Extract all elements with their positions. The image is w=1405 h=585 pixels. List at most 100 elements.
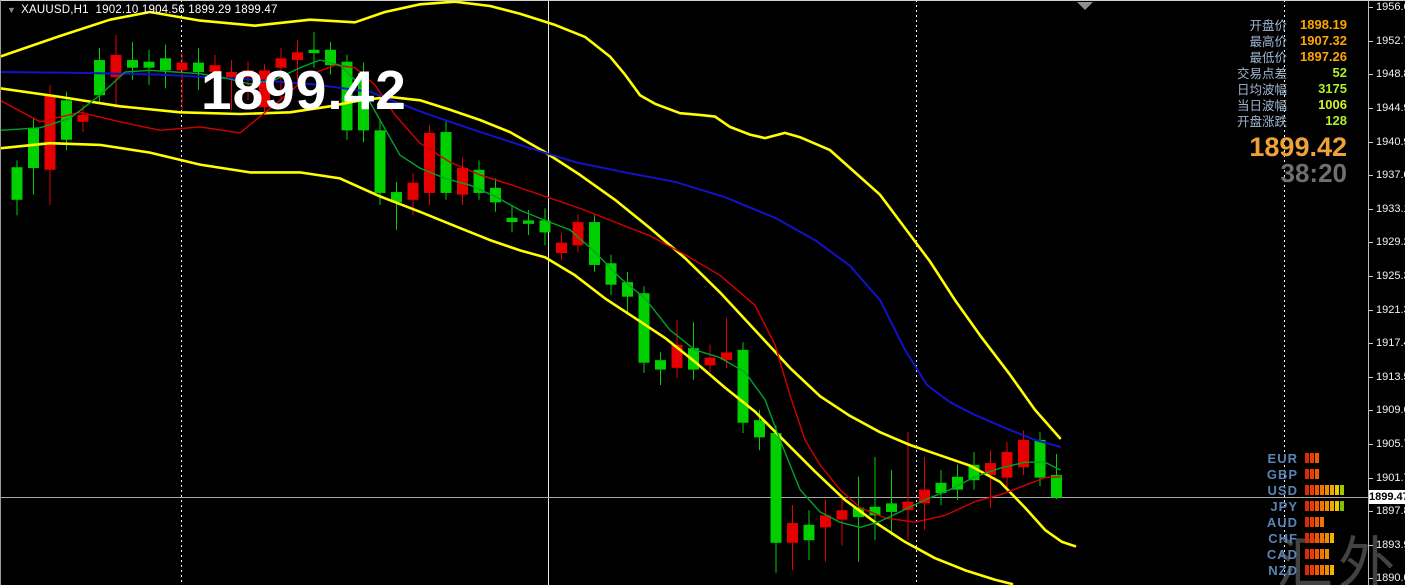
strength-bar: [1320, 501, 1324, 511]
currency-strength-row: JPY: [1240, 498, 1345, 514]
quote-info-value: 1907.32: [1300, 32, 1347, 48]
currency-label: GBP: [1266, 466, 1298, 482]
strength-bar: [1330, 485, 1334, 495]
ma-medium-red: [0, 64, 1061, 523]
quote-info-row: 开盘涨跌 128: [1237, 112, 1347, 129]
quote-info-row: 交易点差 52: [1236, 64, 1347, 81]
strength-bar: [1305, 501, 1309, 511]
strength-bar: [1320, 565, 1324, 575]
quote-info-value: 128: [1325, 112, 1347, 128]
strength-bar: [1330, 533, 1334, 543]
strength-bar: [1335, 485, 1339, 495]
quote-info-panel: 开盘价 1898.19 最高价 1907.32 最低价 1897.26 交易点差 52 日均波幅…: [1236, 16, 1348, 188]
chart-title: ▼ XAUUSD,H1 1902.10 1904.56 1899.29 1899.…: [7, 4, 278, 16]
strength-bar: [1330, 501, 1334, 511]
currency-strength-bars: [1305, 517, 1325, 527]
strength-bar: [1315, 469, 1319, 479]
quote-info-row: 日均波幅 3175: [1236, 80, 1347, 97]
strength-bar: [1325, 549, 1329, 559]
chart-title-ohlc: 1902.10 1904.56 1899.29 1899.47: [95, 4, 278, 16]
quote-info-row: 最高价 1907.32: [1237, 32, 1347, 49]
strength-bar: [1310, 469, 1314, 479]
strength-bar: [1320, 517, 1324, 527]
quote-info-label: 当日波幅: [1236, 98, 1287, 113]
strength-bar: [1310, 549, 1314, 559]
strength-bar: [1305, 517, 1309, 527]
strength-bar: [1315, 517, 1319, 527]
quote-info-value: 1006: [1318, 96, 1347, 112]
quote-info-label: 交易点差: [1236, 66, 1287, 81]
quote-info-value: 3175: [1318, 80, 1347, 96]
quote-info-value: 1897.26: [1300, 48, 1347, 64]
strength-bar: [1310, 485, 1314, 495]
quote-info-label: 日均波幅: [1236, 82, 1287, 97]
strength-bar: [1330, 565, 1334, 575]
currency-label: JPY: [1270, 498, 1298, 514]
ma-fast-green: [0, 59, 1061, 529]
currency-strength-bars: [1305, 453, 1320, 463]
price-watermark: 1899.42: [201, 59, 407, 121]
strength-bar: [1325, 501, 1329, 511]
strength-bar: [1310, 565, 1314, 575]
quote-info-row: 最低价 1897.26: [1237, 48, 1347, 65]
strength-bar: [1340, 485, 1344, 495]
strength-bar: [1325, 485, 1329, 495]
strength-bar: [1315, 533, 1319, 543]
currency-strength-row: USD: [1240, 482, 1345, 498]
strength-bar: [1320, 549, 1324, 559]
strength-bar: [1315, 549, 1319, 559]
currency-strength-bars: [1305, 485, 1345, 495]
strength-bar: [1305, 533, 1309, 543]
currency-strength-bars: [1305, 469, 1320, 479]
currency-label: CHF: [1268, 530, 1298, 546]
strength-bar: [1320, 485, 1324, 495]
currency-strength-row: CAD: [1240, 546, 1345, 562]
quote-info-row: 当日波幅 1006: [1236, 96, 1347, 113]
quote-info-value: 1898.19: [1300, 16, 1347, 32]
currency-label: NZD: [1268, 562, 1298, 578]
currency-strength-row: AUD: [1240, 514, 1345, 530]
strength-bar: [1305, 549, 1309, 559]
currency-strength-row: NZD: [1240, 562, 1345, 578]
ma-slow-blue: [0, 71, 1061, 448]
currency-label: AUD: [1266, 514, 1298, 530]
currency-strength-row: GBP: [1240, 466, 1345, 482]
strength-bar: [1305, 469, 1309, 479]
strength-bar: [1340, 501, 1344, 511]
quote-info-label: 最低价: [1249, 50, 1287, 65]
bollinger-middle: [0, 87, 1077, 548]
currency-strength-bars: [1305, 533, 1335, 543]
bollinger-upper: [0, 0, 1062, 440]
currency-strength-bars: [1305, 565, 1335, 575]
quote-info-value: 52: [1332, 64, 1347, 80]
chart-left-border: [0, 0, 1, 585]
chart-menu-triangle-icon[interactable]: ▼: [7, 5, 17, 15]
site-watermark: 汇外网: [1276, 532, 1405, 585]
strength-bar: [1310, 533, 1314, 543]
strength-bar: [1310, 453, 1314, 463]
quote-info-label: 开盘价: [1249, 18, 1287, 33]
period-separators: [181, 0, 1285, 585]
strength-bar: [1305, 565, 1309, 575]
strength-bar: [1310, 501, 1314, 511]
strength-bar: [1315, 501, 1319, 511]
candle-countdown-timer: 38:20: [1280, 158, 1348, 188]
strength-bar: [1315, 565, 1319, 575]
strength-bar: [1310, 517, 1314, 527]
chart-shift-marker-icon[interactable]: [1077, 2, 1093, 10]
strength-bar: [1335, 501, 1339, 511]
strength-bar: [1325, 533, 1329, 543]
candles: [11, 31, 1062, 573]
quote-info-row: 开盘价 1898.19: [1237, 16, 1347, 33]
currency-strength-row: CHF: [1240, 530, 1345, 546]
bollinger-lower: [0, 141, 1014, 585]
strength-bar: [1325, 565, 1329, 575]
indicator-lines: [0, 0, 1077, 585]
window-top-border: [0, 0, 1405, 1]
currency-strength-row: EUR: [1240, 450, 1345, 466]
bid-price-display: 1899.42: [1249, 132, 1347, 162]
currency-strength-bars: [1305, 501, 1345, 511]
chart-title-symbol: XAUUSD,H1: [21, 4, 89, 16]
